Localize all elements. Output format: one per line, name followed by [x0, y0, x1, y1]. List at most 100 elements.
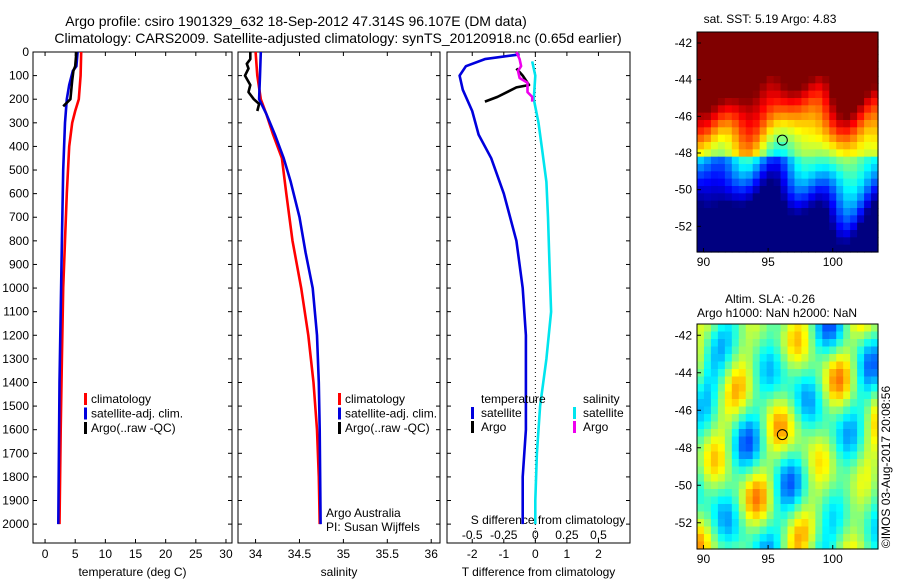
map-cell: [836, 112, 844, 121]
map-cell: [710, 511, 719, 520]
legend-swatch: [471, 407, 474, 419]
map-cell: [766, 451, 775, 460]
legend-label: climatology: [91, 392, 151, 406]
map-cell: [801, 534, 809, 543]
map-cell: [794, 105, 803, 114]
map-cell: [710, 208, 719, 216]
map-cell: [815, 120, 823, 128]
map-cell: [787, 54, 796, 62]
map-cell: [703, 466, 712, 475]
map-cell: [843, 354, 851, 363]
map-cell: [703, 526, 712, 535]
legend-swatch: [84, 407, 87, 420]
map-cell: [759, 76, 768, 84]
map-cell: [710, 391, 719, 400]
map-cell: [871, 526, 879, 535]
map-cell: [787, 481, 796, 490]
map-cell: [731, 105, 740, 114]
map-cell: [864, 98, 872, 106]
map-cell: [850, 244, 858, 253]
map-cell: [850, 200, 858, 209]
map-cell: [843, 120, 851, 128]
map-cell: [836, 414, 844, 423]
map-cell: [815, 98, 823, 106]
map-cell: [752, 112, 761, 121]
map-cell: [766, 421, 775, 430]
map-cell: [857, 171, 865, 180]
map-cell: [717, 414, 726, 423]
map-cell: [801, 391, 809, 400]
map-cell: [815, 519, 823, 528]
map-cell: [864, 215, 872, 224]
map-cell: [710, 244, 719, 253]
map-cell: [836, 76, 844, 84]
map-cell: [836, 474, 844, 483]
map-cell: [808, 474, 816, 483]
map-cell: [794, 399, 803, 408]
map-cell: [843, 414, 851, 423]
map-cell: [738, 105, 747, 114]
map-cell: [787, 105, 796, 114]
map-cell: [850, 354, 858, 363]
map-cell: [822, 376, 830, 385]
map-cell: [766, 68, 775, 77]
map-cell: [808, 105, 816, 114]
map-cell: [766, 369, 775, 378]
map-cell: [717, 171, 726, 180]
map-cell: [787, 46, 796, 55]
map-cell: [759, 208, 768, 216]
map-cell: [697, 361, 705, 370]
x-tick-label: 35.5: [376, 547, 400, 561]
map-cell: [850, 384, 858, 393]
map-cell: [822, 481, 830, 490]
map-cell: [850, 98, 858, 106]
map-cell: [703, 98, 712, 106]
map-cell: [808, 39, 816, 48]
map-cell: [717, 324, 726, 333]
map-cell: [808, 489, 816, 498]
map-cell: [697, 496, 705, 505]
y-tick-label: 500: [9, 163, 29, 177]
map-cell: [829, 76, 837, 84]
map-cell: [717, 244, 726, 253]
map-cell: [738, 90, 747, 99]
map-cell: [836, 142, 844, 150]
map-cell: [822, 511, 830, 520]
map-cell: [822, 346, 830, 355]
map-cell: [843, 142, 851, 150]
map-cell: [703, 134, 712, 143]
map-cell: [794, 46, 803, 55]
map-cell: [703, 54, 712, 62]
map-cell: [773, 46, 782, 55]
map-cell: [780, 376, 789, 385]
map-cell: [759, 354, 768, 363]
map-cell: [836, 444, 844, 453]
map-cell: [864, 112, 872, 121]
map-cell: [836, 504, 844, 513]
map-cell: [717, 489, 726, 498]
map-cell: [787, 120, 796, 128]
map-cell: [766, 399, 775, 408]
map-cell: [857, 178, 865, 187]
map-cell: [731, 215, 740, 224]
map-cell: [731, 164, 740, 172]
map-cell: [836, 127, 844, 136]
map-cell: [703, 429, 712, 438]
map-cell: [717, 156, 726, 165]
series-line: [243, 52, 261, 112]
map-cell: [857, 149, 865, 158]
map-cell: [766, 466, 775, 475]
x-tick-label: 15: [129, 547, 143, 561]
map-cell: [794, 200, 803, 209]
map-cell: [864, 178, 872, 187]
map-cell: [766, 98, 775, 106]
map-cell: [773, 193, 782, 202]
map-cell: [857, 244, 865, 253]
map-cell: [794, 429, 803, 438]
map-cell: [773, 54, 782, 62]
map-cell: [710, 134, 719, 143]
map-cell: [752, 142, 761, 150]
map-cell: [822, 459, 830, 468]
map-cell: [703, 444, 712, 453]
map-cell: [787, 98, 796, 106]
